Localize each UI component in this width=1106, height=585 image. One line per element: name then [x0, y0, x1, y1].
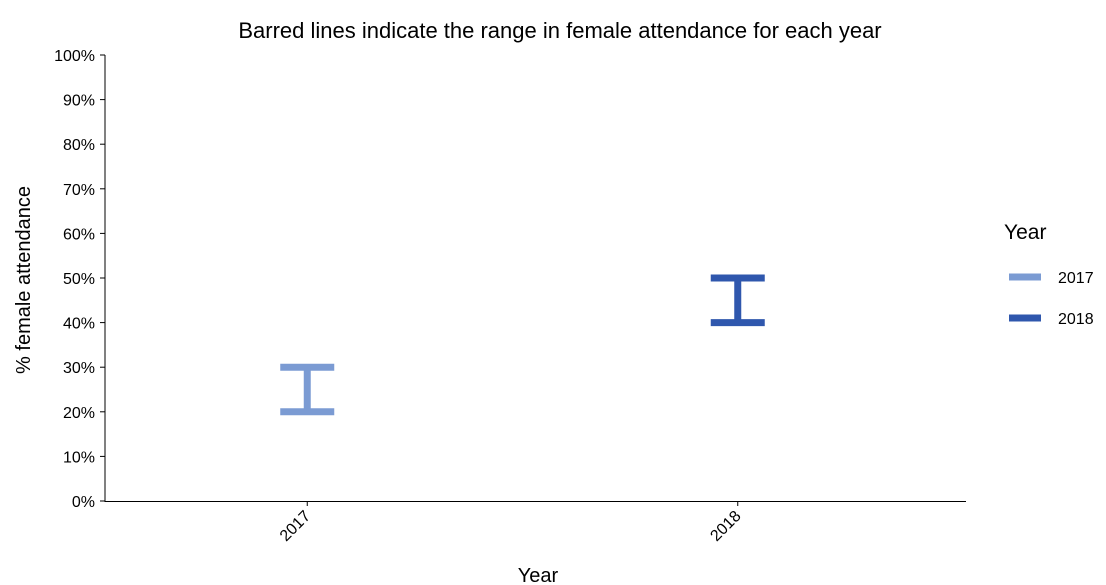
- y-tick-label: 10%: [63, 449, 95, 466]
- legend-label: 2017: [1058, 270, 1094, 287]
- legend-items: 2017 2018: [1009, 270, 1094, 328]
- x-tick-label: 2018: [707, 508, 744, 545]
- legend-title: Year: [1004, 221, 1046, 244]
- y-axis-ticks: 0% 10% 20% 30% 40% 50% 60% 70% 80% 90% 100%: [54, 48, 105, 511]
- y-axis-title: % female attendance: [13, 186, 35, 374]
- y-tick-label: 20%: [63, 405, 95, 422]
- y-tick-label: 100%: [54, 48, 95, 65]
- error-bar-2018: [710, 274, 765, 327]
- y-tick-label: 30%: [63, 360, 95, 377]
- y-tick-label: 40%: [63, 316, 95, 333]
- chart-title: Barred lines indicate the range in femal…: [238, 18, 881, 43]
- y-tick-label: 50%: [63, 271, 95, 288]
- legend: Year 2017 2018: [1004, 221, 1094, 328]
- y-tick-label: 80%: [63, 137, 95, 154]
- x-axis-title: Year: [518, 565, 559, 585]
- x-tick-label: 2017: [277, 508, 314, 545]
- y-tick-label: 70%: [63, 182, 95, 199]
- y-tick-label: 0%: [72, 494, 95, 511]
- error-bar-2017: [280, 363, 335, 416]
- y-tick-label: 60%: [63, 226, 95, 243]
- y-tick-label: 90%: [63, 93, 95, 110]
- x-axis-ticks: 2017 2018: [277, 501, 745, 545]
- legend-label: 2018: [1058, 311, 1094, 328]
- error-bars: [280, 274, 765, 416]
